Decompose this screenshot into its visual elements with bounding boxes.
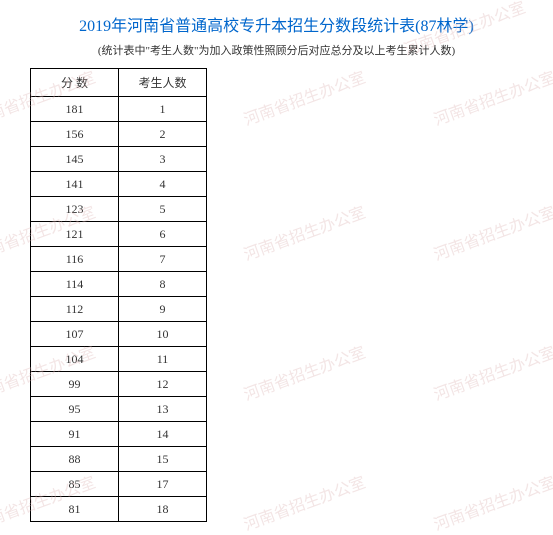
table-row: 9912 — [31, 372, 207, 397]
col-header-count: 考生人数 — [119, 69, 207, 97]
cell-count: 3 — [119, 147, 207, 172]
cell-score: 85 — [31, 472, 119, 497]
table-row: 9513 — [31, 397, 207, 422]
cell-score: 112 — [31, 297, 119, 322]
cell-count: 1 — [119, 97, 207, 122]
cell-count: 17 — [119, 472, 207, 497]
cell-score: 121 — [31, 222, 119, 247]
score-table: 分 数 考生人数 1811156214531414123512161167114… — [30, 68, 207, 522]
cell-count: 9 — [119, 297, 207, 322]
cell-count: 10 — [119, 322, 207, 347]
cell-count: 14 — [119, 422, 207, 447]
cell-score: 88 — [31, 447, 119, 472]
cell-count: 5 — [119, 197, 207, 222]
table-row: 8517 — [31, 472, 207, 497]
cell-count: 11 — [119, 347, 207, 372]
table-row: 10411 — [31, 347, 207, 372]
cell-score: 91 — [31, 422, 119, 447]
table-row: 8815 — [31, 447, 207, 472]
cell-count: 6 — [119, 222, 207, 247]
table-row: 1453 — [31, 147, 207, 172]
table-row: 10710 — [31, 322, 207, 347]
col-header-score: 分 数 — [31, 69, 119, 97]
cell-score: 141 — [31, 172, 119, 197]
cell-count: 2 — [119, 122, 207, 147]
cell-count: 15 — [119, 447, 207, 472]
cell-score: 123 — [31, 197, 119, 222]
table-row: 1167 — [31, 247, 207, 272]
cell-count: 12 — [119, 372, 207, 397]
cell-score: 116 — [31, 247, 119, 272]
cell-count: 7 — [119, 247, 207, 272]
table-row: 1216 — [31, 222, 207, 247]
cell-score: 95 — [31, 397, 119, 422]
table-row: 8118 — [31, 497, 207, 522]
page-subtitle: (统计表中"考生人数"为加入政策性照顾分后对应总分及以上考生累计人数) — [0, 36, 553, 68]
cell-score: 145 — [31, 147, 119, 172]
table-row: 1129 — [31, 297, 207, 322]
cell-score: 104 — [31, 347, 119, 372]
cell-score: 156 — [31, 122, 119, 147]
cell-count: 8 — [119, 272, 207, 297]
cell-score: 181 — [31, 97, 119, 122]
table-container: 分 数 考生人数 1811156214531414123512161167114… — [0, 68, 553, 522]
table-row: 1811 — [31, 97, 207, 122]
table-row: 1562 — [31, 122, 207, 147]
cell-score: 107 — [31, 322, 119, 347]
table-row: 1414 — [31, 172, 207, 197]
table-header-row: 分 数 考生人数 — [31, 69, 207, 97]
page-title: 2019年河南省普通高校专升本招生分数段统计表(87林学) — [0, 0, 553, 36]
cell-score: 99 — [31, 372, 119, 397]
table-row: 1148 — [31, 272, 207, 297]
table-row: 1235 — [31, 197, 207, 222]
cell-score: 81 — [31, 497, 119, 522]
cell-count: 4 — [119, 172, 207, 197]
cell-score: 114 — [31, 272, 119, 297]
table-row: 9114 — [31, 422, 207, 447]
cell-count: 13 — [119, 397, 207, 422]
cell-count: 18 — [119, 497, 207, 522]
